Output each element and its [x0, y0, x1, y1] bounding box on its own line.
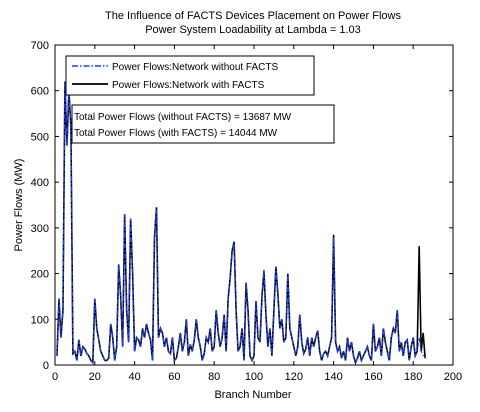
series-line-with-facts	[56, 81, 426, 366]
x-tick-label: 0	[52, 371, 58, 383]
y-tick-label: 100	[31, 314, 49, 326]
legend-label-with-facts: Power Flows:Network with FACTS	[112, 80, 265, 91]
y-tick-label: 200	[31, 269, 49, 281]
legend-box	[65, 55, 315, 96]
legend-label-without-facts: Power Flows:Network without FACTS	[112, 62, 278, 73]
x-tick-label: 20	[89, 371, 101, 383]
chart-title: The Influence of FACTS Devices Placement…	[105, 10, 401, 22]
plot-frame	[54, 44, 454, 366]
x-tick-label: 100	[245, 371, 263, 383]
totals-box	[71, 104, 335, 144]
y-tick-label: 400	[31, 177, 49, 189]
total-with-facts: Total Power Flows (with FACTS) = 14044 M…	[74, 128, 278, 139]
x-tick-label: 40	[128, 371, 140, 383]
x-axis-label: Branch Number	[214, 389, 291, 401]
y-axis-label: Power Flows (MW)	[13, 159, 25, 252]
axis-ticks: 0 20 40 60 80 100 120 140 160 180 200 0 100 200 300 400…	[31, 40, 463, 383]
legend: Power Flows:Network without FACTS Power …	[65, 55, 315, 96]
x-tick-label: 60	[168, 371, 180, 383]
y-tick-label: 500	[31, 131, 49, 143]
y-tick-label: 300	[31, 223, 49, 235]
y-tick-label: 600	[31, 86, 49, 98]
series-layer	[56, 81, 426, 366]
x-tick-label: 160	[364, 371, 382, 383]
total-without-facts: Total Power Flows (without FACTS) = 1368…	[74, 112, 292, 123]
x-tick-label: 140	[324, 371, 342, 383]
y-tick-label: 700	[31, 40, 49, 52]
x-tick-label: 200	[444, 371, 462, 383]
x-tick-label: 80	[208, 371, 220, 383]
chart-subtitle: Power System Loadability at Lambda = 1.0…	[145, 24, 361, 36]
totals-annotation: Total Power Flows (without FACTS) = 1368…	[71, 104, 335, 144]
x-tick-label: 120	[285, 371, 303, 383]
x-tick-label: 180	[404, 371, 422, 383]
y-tick-label: 0	[43, 360, 49, 372]
